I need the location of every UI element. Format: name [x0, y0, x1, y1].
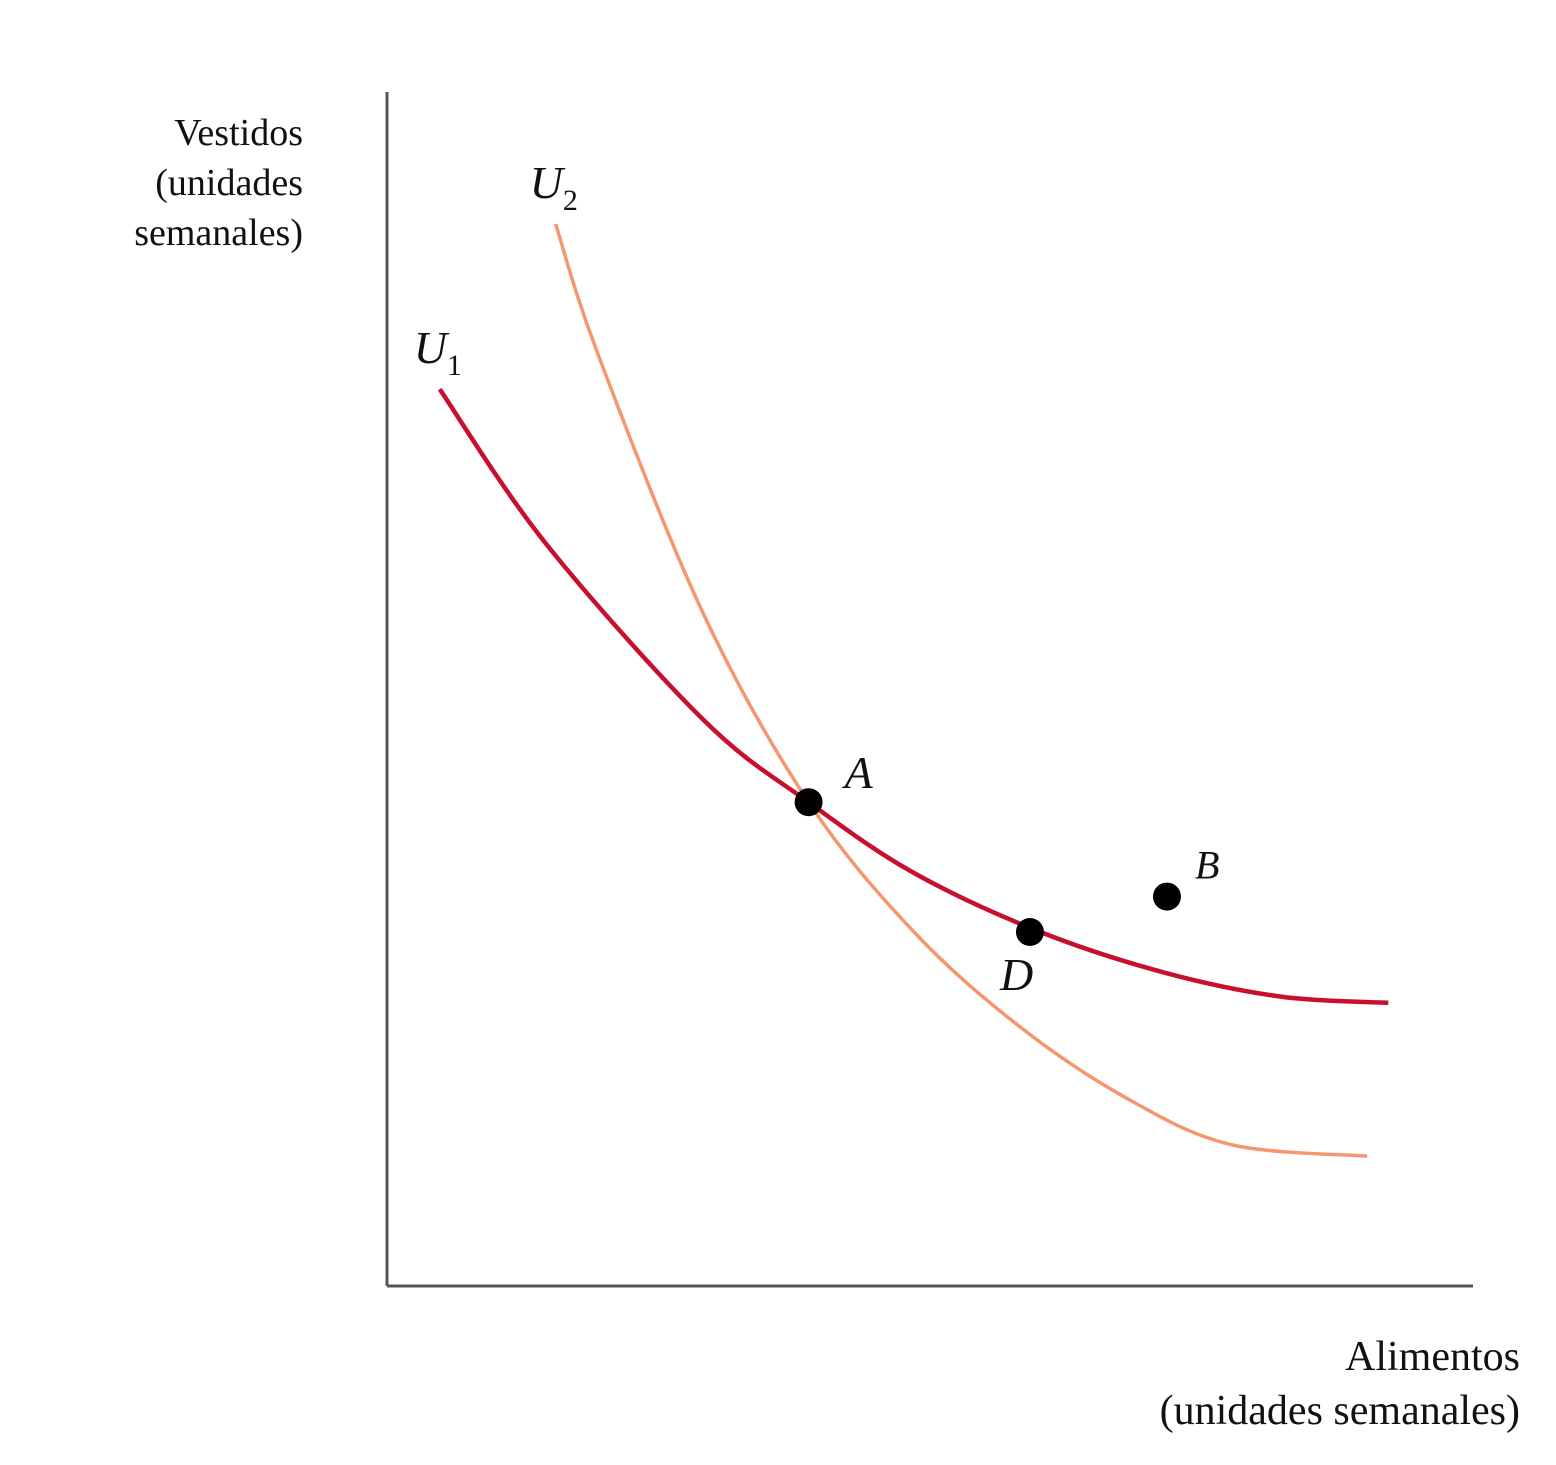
point-b: [1152, 882, 1181, 911]
series-label-u2: U2: [530, 157, 578, 217]
y-axis-label-line-2: (unidades: [155, 162, 303, 204]
curve-u1: [437, 387, 1389, 1006]
series-label-u1: U1: [414, 322, 462, 382]
series-label-main: U: [414, 322, 450, 373]
point-label-d: D: [999, 949, 1033, 1000]
point-label-a: A: [842, 747, 874, 798]
y-axis-label-line-3: semanales): [134, 212, 303, 254]
x-axis-label: Alimentos (unidades semanales): [1160, 1330, 1520, 1438]
point-d: [1015, 918, 1044, 946]
x-axis-label-line-1: Alimentos: [1345, 1334, 1520, 1380]
series-label-subscript: 1: [447, 349, 462, 382]
point-a: [794, 788, 823, 817]
series-label-main: U: [530, 157, 566, 208]
series-label-subscript: 2: [563, 184, 578, 217]
curve-u2: [553, 223, 1368, 1158]
points-layer: A D B: [794, 747, 1219, 1000]
y-axis-label-line-1: Vestidos: [174, 112, 303, 154]
x-axis-label-line-2: (unidades semanales): [1159, 1388, 1520, 1434]
point-label-b: B: [1195, 843, 1219, 888]
y-axis-label: Vestidos (unidades semanales): [134, 108, 303, 258]
